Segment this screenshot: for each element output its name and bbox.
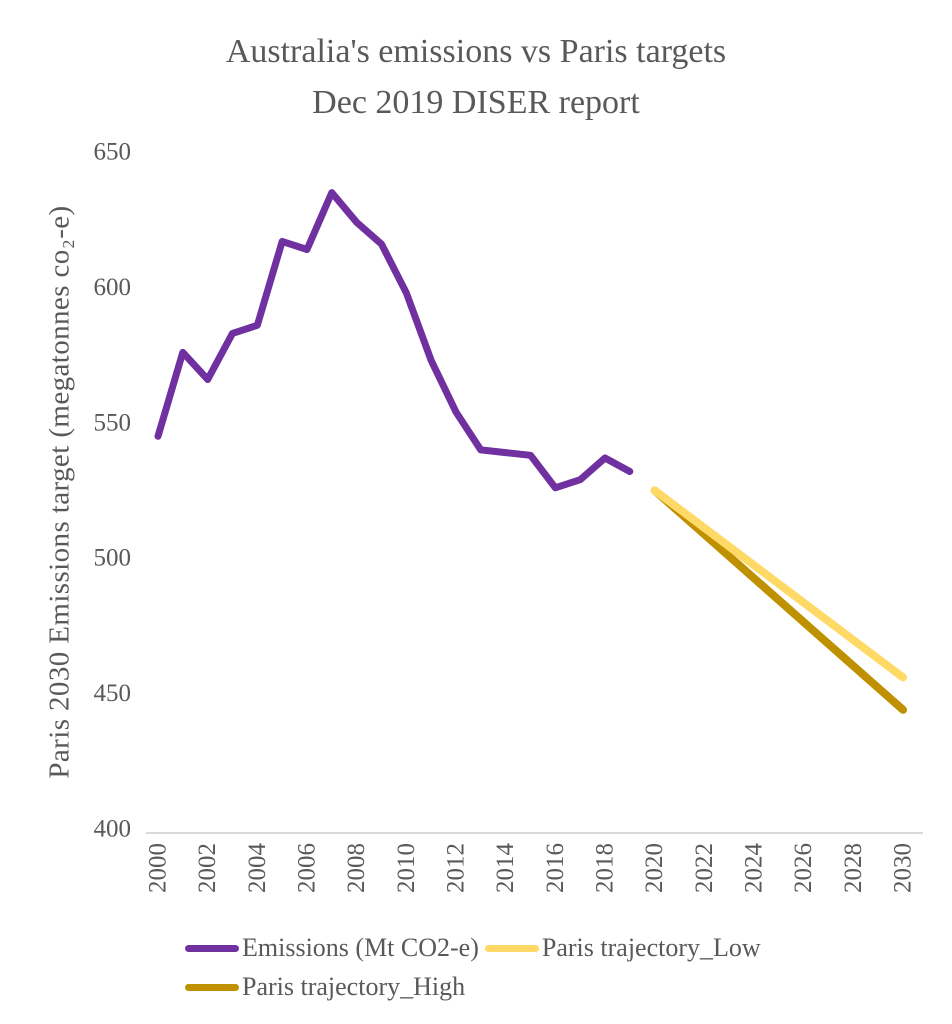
x-tick-label-2016: 2016 <box>542 843 569 893</box>
legend-swatch-paris-high <box>185 983 239 991</box>
series-line-paris-low <box>650 486 907 682</box>
y-tick-label-650: 650 <box>94 139 132 166</box>
y-tick-label-450: 450 <box>94 680 132 707</box>
x-tick-label-2004: 2004 <box>244 843 271 894</box>
x-tick-label-2024: 2024 <box>741 843 768 894</box>
series-line-paris-high <box>650 486 907 714</box>
legend-item-emissions: Emissions (Mt CO2-e) <box>185 933 479 962</box>
legend-label-paris-high: Paris trajectory_High <box>242 972 466 1001</box>
x-tick-label-2026: 2026 <box>790 843 817 893</box>
x-tick-label-2022: 2022 <box>691 843 718 893</box>
x-tick-label-2000: 2000 <box>145 843 172 893</box>
y-tick-label-600: 600 <box>94 274 132 301</box>
legend-item-paris-low: Paris trajectory_Low <box>484 933 761 962</box>
x-tick-label-2020: 2020 <box>641 843 668 893</box>
x-tick-label-2030: 2030 <box>890 843 917 893</box>
x-tick-label-2010: 2010 <box>393 843 420 893</box>
y-tick-label-550: 550 <box>94 409 132 436</box>
legend-label-paris-low: Paris trajectory_Low <box>541 933 761 962</box>
chart-title: Australia's emissions vs Paris targets D… <box>0 26 952 128</box>
chart-title-line2: Dec 2019 DISER report <box>312 84 640 121</box>
x-tick-label-2006: 2006 <box>294 843 321 893</box>
x-tick-label-2008: 2008 <box>343 843 370 893</box>
legend-item-paris-high: Paris trajectory_High <box>185 972 466 1001</box>
x-tick-label-2014: 2014 <box>492 843 519 894</box>
y-tick-label-500: 500 <box>94 545 132 572</box>
x-tick-label-2028: 2028 <box>840 843 867 893</box>
x-tick-label-2018: 2018 <box>592 843 619 893</box>
x-tick-label-2002: 2002 <box>194 843 221 893</box>
y-tick-label-400: 400 <box>94 816 132 843</box>
x-tick-label-2012: 2012 <box>443 843 470 893</box>
chart-title-line1: Australia's emissions vs Paris targets <box>225 33 727 70</box>
legend: Emissions (Mt CO2-e) Paris trajectory_Low… <box>185 933 800 1001</box>
series-line-emissions <box>154 189 634 492</box>
legend-label-emissions: Emissions (Mt CO2-e) <box>242 933 479 962</box>
legend-swatch-paris-low <box>484 944 539 952</box>
legend-swatch-emissions <box>185 944 239 952</box>
